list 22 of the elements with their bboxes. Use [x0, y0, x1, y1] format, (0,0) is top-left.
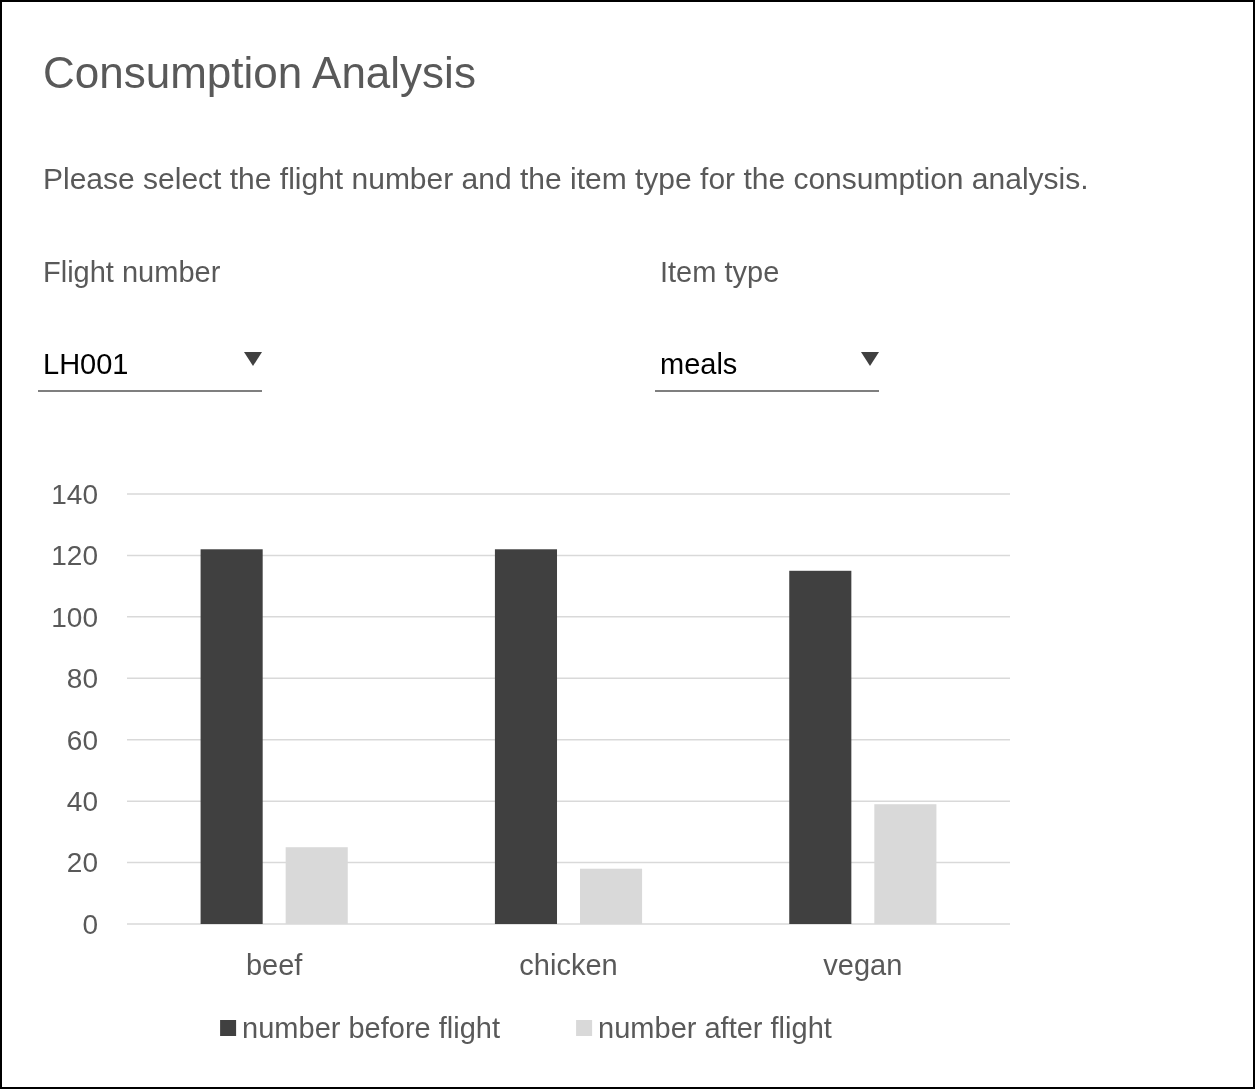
y-tick-label: 40: [66, 785, 98, 817]
y-tick-label: 60: [66, 724, 98, 756]
y-tick-label: 140: [51, 478, 98, 510]
y-tick-label: 100: [51, 601, 98, 633]
bar: [789, 570, 852, 924]
text: Item type: [660, 256, 780, 288]
text: meals: [660, 348, 738, 380]
text: Flight number: [43, 256, 221, 288]
y-tick-label: 120: [51, 540, 98, 572]
x-tick-label: chicken: [519, 949, 618, 981]
bar: [494, 549, 558, 924]
legend-label: number before flight: [242, 1012, 501, 1044]
y-tick-label: 0: [82, 908, 98, 940]
y-tick-label: 80: [66, 663, 98, 695]
text: LH001: [43, 348, 129, 380]
y-tick-label: 20: [66, 847, 98, 879]
legend-label: number after flight: [598, 1012, 832, 1044]
bar: [200, 549, 263, 924]
chart-subtitle: Please select the flight number and the item type for the consumption analysis.: [43, 162, 1089, 195]
x-tick-label: vegan: [823, 949, 903, 981]
chart-title: Consumption Analysis: [43, 48, 476, 97]
x-tick-label: beef: [245, 949, 304, 981]
